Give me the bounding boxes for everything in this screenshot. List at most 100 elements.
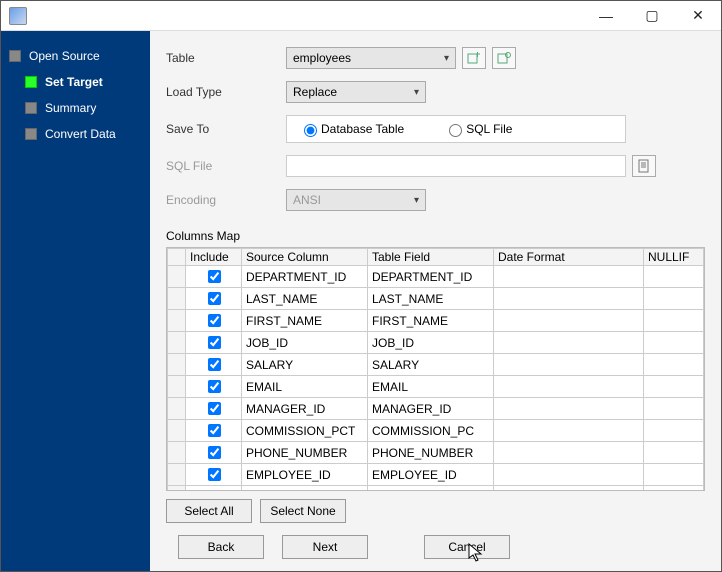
include-checkbox[interactable] [208, 292, 221, 305]
table-row[interactable]: JOB_IDJOB_ID [168, 332, 704, 354]
table-row[interactable]: LAST_NAMELAST_NAME [168, 288, 704, 310]
date-format-cell[interactable] [494, 398, 644, 420]
nullif-cell[interactable] [644, 354, 704, 376]
date-format-cell[interactable] [494, 486, 644, 492]
refresh-table-button[interactable] [462, 47, 486, 69]
grid-header[interactable]: Source Column [242, 249, 368, 266]
table-field-cell[interactable]: PHONE_NUMBER [368, 442, 494, 464]
table-field-cell[interactable]: SALARY [368, 354, 494, 376]
table-field-cell[interactable]: FIRST_NAME [368, 310, 494, 332]
loadtype-combo[interactable]: Replace ▾ [286, 81, 426, 103]
nullif-cell[interactable] [644, 420, 704, 442]
table-field-cell[interactable]: DEPARTMENT_ID [368, 266, 494, 288]
label-sqlfile: SQL File [166, 159, 286, 173]
grid-header[interactable]: Table Field [368, 249, 494, 266]
include-checkbox[interactable] [208, 490, 221, 491]
nullif-cell[interactable] [644, 442, 704, 464]
include-checkbox[interactable] [208, 468, 221, 481]
source-column-cell[interactable]: EMPLOYEE_ID [242, 464, 368, 486]
nullif-cell[interactable] [644, 310, 704, 332]
table-field-cell[interactable]: MANAGER_ID [368, 398, 494, 420]
source-column-cell[interactable]: JOB_ID [242, 332, 368, 354]
radio-sql-file-input[interactable] [449, 124, 462, 137]
cancel-button[interactable]: Cancel [424, 535, 510, 559]
chevron-down-icon: ▾ [414, 87, 419, 98]
source-column-cell[interactable]: HIRE_DATE [242, 486, 368, 492]
include-checkbox[interactable] [208, 380, 221, 393]
grid-header[interactable]: Include [186, 249, 242, 266]
table-row[interactable]: MANAGER_IDMANAGER_ID [168, 398, 704, 420]
include-checkbox[interactable] [208, 446, 221, 459]
include-checkbox[interactable] [208, 402, 221, 415]
date-format-cell[interactable] [494, 376, 644, 398]
nullif-cell[interactable] [644, 332, 704, 354]
label-table: Table [166, 51, 286, 65]
table-field-cell[interactable]: HIRE_DATE [368, 486, 494, 492]
next-button[interactable]: Next [282, 535, 368, 559]
table-row[interactable]: DEPARTMENT_IDDEPARTMENT_ID [168, 266, 704, 288]
minimize-button[interactable]: — [583, 1, 629, 31]
wizard-step[interactable]: Open Source [1, 43, 150, 69]
select-all-button[interactable]: Select All [166, 499, 252, 523]
radio-sql-file[interactable]: SQL File [444, 121, 512, 137]
source-column-cell[interactable]: LAST_NAME [242, 288, 368, 310]
include-checkbox[interactable] [208, 314, 221, 327]
date-format-cell[interactable] [494, 464, 644, 486]
date-format-cell[interactable] [494, 420, 644, 442]
table-field-cell[interactable]: LAST_NAME [368, 288, 494, 310]
source-column-cell[interactable]: EMAIL [242, 376, 368, 398]
grid-header[interactable] [168, 249, 186, 266]
source-column-cell[interactable]: SALARY [242, 354, 368, 376]
table-row[interactable]: COMMISSION_PCTCOMMISSION_PC [168, 420, 704, 442]
date-format-cell[interactable] [494, 332, 644, 354]
nullif-cell[interactable] [644, 376, 704, 398]
include-checkbox[interactable] [208, 336, 221, 349]
wizard-step[interactable]: Convert Data [1, 121, 150, 147]
encoding-combo-value: ANSI [293, 193, 321, 207]
loadtype-combo-value: Replace [293, 85, 337, 99]
date-format-cell[interactable] [494, 266, 644, 288]
maximize-button[interactable]: ▢ [629, 1, 675, 31]
table-row[interactable]: EMPLOYEE_IDEMPLOYEE_ID [168, 464, 704, 486]
include-checkbox[interactable] [208, 270, 221, 283]
table-combo[interactable]: employees ▾ [286, 47, 456, 69]
new-table-button[interactable] [492, 47, 516, 69]
app-icon [9, 7, 27, 25]
source-column-cell[interactable]: MANAGER_ID [242, 398, 368, 420]
table-field-cell[interactable]: EMAIL [368, 376, 494, 398]
table-row[interactable]: HIRE_DATEHIRE_DATE [168, 486, 704, 492]
table-field-cell[interactable]: COMMISSION_PC [368, 420, 494, 442]
date-format-cell[interactable] [494, 354, 644, 376]
radio-database-table[interactable]: Database Table [299, 121, 404, 137]
table-row[interactable]: EMAILEMAIL [168, 376, 704, 398]
source-column-cell[interactable]: DEPARTMENT_ID [242, 266, 368, 288]
include-checkbox[interactable] [208, 358, 221, 371]
nullif-cell[interactable] [644, 398, 704, 420]
wizard-step[interactable]: Set Target [1, 69, 150, 95]
select-none-button[interactable]: Select None [260, 499, 346, 523]
source-column-cell[interactable]: FIRST_NAME [242, 310, 368, 332]
nullif-cell[interactable] [644, 288, 704, 310]
date-format-cell[interactable] [494, 442, 644, 464]
nullif-cell[interactable] [644, 266, 704, 288]
browse-sqlfile-button[interactable] [632, 155, 656, 177]
table-row[interactable]: PHONE_NUMBERPHONE_NUMBER [168, 442, 704, 464]
wizard-step[interactable]: Summary [1, 95, 150, 121]
close-button[interactable]: ✕ [675, 1, 721, 31]
nullif-cell[interactable] [644, 486, 704, 492]
source-column-cell[interactable]: COMMISSION_PCT [242, 420, 368, 442]
grid-header[interactable]: Date Format [494, 249, 644, 266]
grid-header[interactable]: NULLIF [644, 249, 704, 266]
nullif-cell[interactable] [644, 464, 704, 486]
date-format-cell[interactable] [494, 288, 644, 310]
source-column-cell[interactable]: PHONE_NUMBER [242, 442, 368, 464]
date-format-cell[interactable] [494, 310, 644, 332]
table-field-cell[interactable]: JOB_ID [368, 332, 494, 354]
table-row[interactable]: FIRST_NAMEFIRST_NAME [168, 310, 704, 332]
radio-database-table-input[interactable] [304, 124, 317, 137]
columns-map-grid[interactable]: IncludeSource ColumnTable FieldDate Form… [166, 247, 705, 491]
table-field-cell[interactable]: EMPLOYEE_ID [368, 464, 494, 486]
table-row[interactable]: SALARYSALARY [168, 354, 704, 376]
include-checkbox[interactable] [208, 424, 221, 437]
back-button[interactable]: Back [178, 535, 264, 559]
